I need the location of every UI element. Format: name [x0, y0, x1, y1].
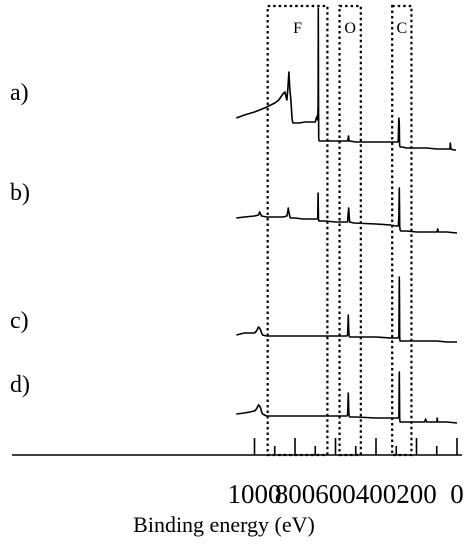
region-label-F: F — [293, 20, 302, 37]
spectrum-line-1 — [236, 187, 458, 234]
spectrum-line-3 — [236, 371, 458, 424]
spectrum-label-1: b) — [10, 180, 30, 206]
region-label-C: C — [396, 20, 407, 37]
spectrum-label-0: a) — [10, 80, 29, 106]
region-box-C — [391, 4, 413, 457]
spectrum-label-2: c) — [10, 308, 29, 334]
region-label-O: O — [344, 20, 356, 37]
region-box-F — [266, 4, 329, 457]
spectrum-line-0 — [236, 7, 456, 151]
x-tick-label: 1000 — [228, 479, 282, 509]
x-tick-label: 400 — [356, 479, 397, 509]
x-tick-label: 0 — [450, 479, 464, 509]
region-box-O — [338, 4, 362, 457]
spectra-group: a) b) c) d) — [10, 7, 458, 424]
x-tick-label: 600 — [315, 479, 356, 509]
spectrum-label-3: d) — [10, 372, 30, 398]
x-tick-label: 200 — [396, 479, 437, 509]
spectrum-line-2 — [236, 276, 457, 343]
x-tick-label: 800 — [275, 479, 316, 509]
x-axis-label: Binding energy (eV) — [133, 512, 315, 537]
